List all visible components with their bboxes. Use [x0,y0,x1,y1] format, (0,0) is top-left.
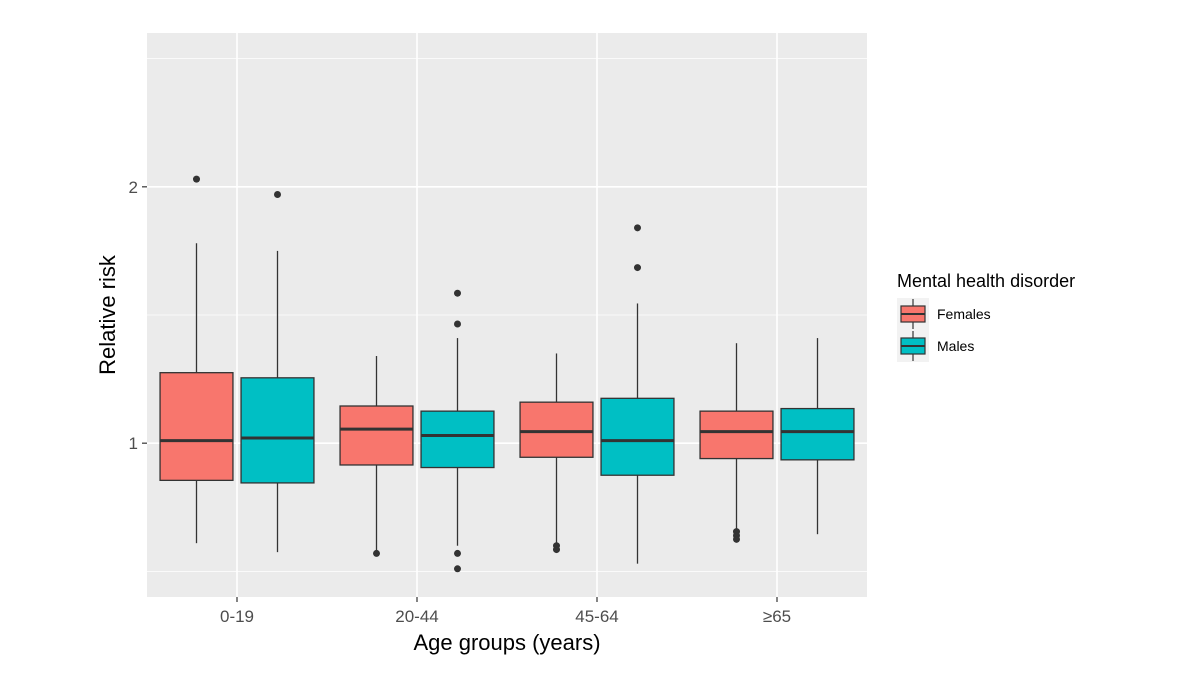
box-iqr [339,405,414,466]
outlier-point [274,191,281,199]
x-tick-label: 20-44 [395,607,438,626]
box-iqr [780,407,855,461]
box-iqr [240,377,315,484]
box-group-1 [339,289,495,573]
x-axis: 0-19 20-44 45-64 ≥65 [220,597,791,626]
legend-label: Females [937,306,991,322]
outlier-point [193,175,200,183]
outlier-point [454,320,461,328]
box-males-1 [420,289,495,573]
x-tick-label: 0-19 [220,607,254,626]
legend-item-females: Females [897,298,991,330]
outlier-point [454,549,461,557]
outlier-point [634,224,641,232]
outlier-point [454,565,461,573]
y-tick-label: 2 [129,178,138,197]
x-tick-label: ≥65 [763,607,791,626]
box-groups [159,175,855,573]
legend-item-males: Males [897,330,974,362]
box-females-0 [159,175,234,544]
box-iqr [600,397,675,476]
y-tick-label: 1 [129,434,138,453]
outlier-point [553,546,560,554]
box-females-2 [519,353,594,554]
x-tick-label: 45-64 [575,607,618,626]
y-axis: 12 [129,178,147,453]
box-males-2 [600,224,675,564]
legend: Mental health disorder Females Males [897,271,1075,362]
outlier-point [733,535,740,543]
legend-title: Mental health disorder [897,271,1075,291]
box-iqr [159,372,234,482]
outlier-point [454,289,461,297]
box-group-2 [519,224,675,564]
box-females-1 [339,356,414,557]
x-axis-title: Age groups (years) [413,630,600,655]
box-group-3 [699,338,855,543]
box-iqr [699,410,774,460]
box-females-3 [699,343,774,543]
box-males-0 [240,191,315,553]
box-males-3 [780,338,855,535]
y-axis-title: Relative risk [95,254,120,375]
box-iqr [519,401,594,458]
box-group-0 [159,175,315,553]
outlier-point [373,549,380,557]
legend-label: Males [937,338,974,354]
outlier-point [634,264,641,272]
box-iqr [420,410,495,469]
